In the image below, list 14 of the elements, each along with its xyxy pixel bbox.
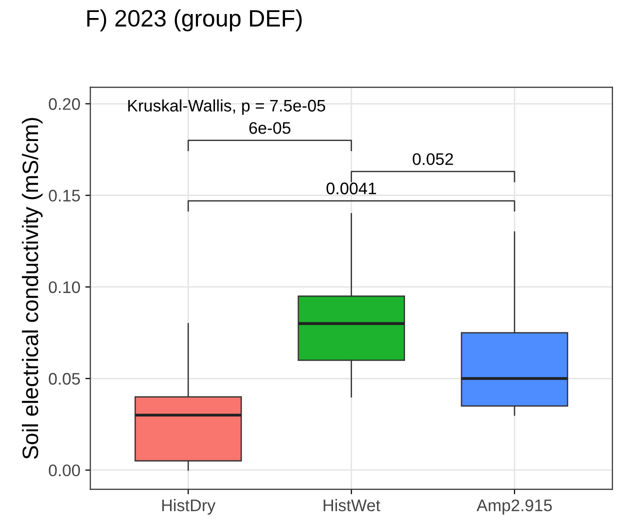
y-tick-label: 0.05: [48, 372, 80, 385]
x-tick-label: HistWet: [324, 499, 380, 512]
y-axis-title: Soil electrical conductivity (mS/cm): [22, 118, 43, 459]
annotation: 0.0041: [326, 182, 376, 194]
annotation: 6e-05: [249, 122, 290, 134]
y-tick-label: 0.00: [48, 464, 80, 476]
y-tick-label: 0.15: [48, 190, 80, 202]
y-tick-label: 0.10: [48, 281, 80, 294]
chart-title: F) 2023 (group DEF): [87, 9, 302, 32]
y-tick-label: 0.20: [48, 98, 80, 110]
annotation: Kruskal-Wallis, p = 7.5e-05: [128, 99, 326, 115]
x-tick-label: HistDry: [162, 499, 216, 515]
annotation: 0.052: [412, 153, 453, 166]
x-tick-label: Amp2.915: [476, 499, 552, 515]
